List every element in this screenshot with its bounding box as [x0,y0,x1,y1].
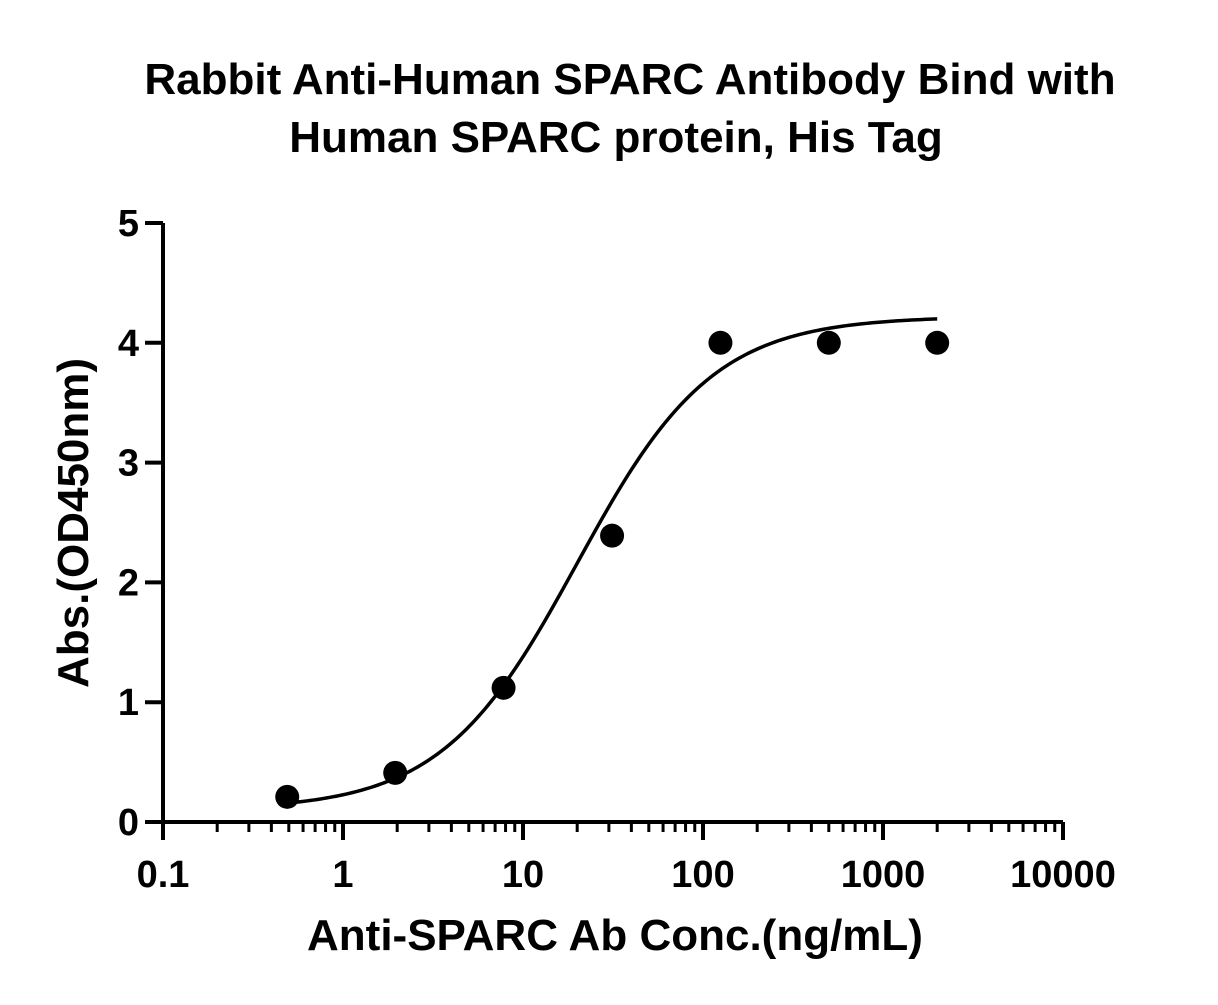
chart-title-line-2: Human SPARC protein, His Tag [289,113,943,162]
y-tick-label-4: 4 [118,323,139,365]
x-axis-label: Anti-SPARC Ab Conc.(ng/mL) [307,911,923,960]
x-tick-label-3: 100 [671,854,734,896]
chart-title-line-1: Rabbit Anti-Human SPARC Antibody Bind wi… [144,55,1115,104]
fit-curve-0 [287,317,938,805]
data-point-5 [816,330,841,355]
data-point-6 [925,330,950,355]
plot-area: 0 1 2 3 4 5 0.1 1 10 100 1000 10000 [118,203,1116,896]
y-tick-label-1: 1 [118,682,139,724]
data-point-1 [383,760,408,785]
x-tick-label-0: 0.1 [137,854,190,896]
y-tick-label-0: 0 [118,802,139,844]
data-point-0 [275,784,300,809]
x-tick-label-4: 1000 [841,854,926,896]
y-axis-label: Abs.(OD450nm) [49,358,98,688]
y-tick-label-3: 3 [118,443,139,485]
x-tick-label-2: 10 [502,854,544,896]
data-point-4 [708,330,733,355]
data-point-3 [600,523,625,548]
y-tick-label-2: 2 [118,562,139,604]
x-tick-label-1: 1 [332,854,353,896]
y-tick-label-5: 5 [118,203,139,245]
data-point-2 [491,675,516,700]
x-tick-label-5: 10000 [1010,854,1116,896]
